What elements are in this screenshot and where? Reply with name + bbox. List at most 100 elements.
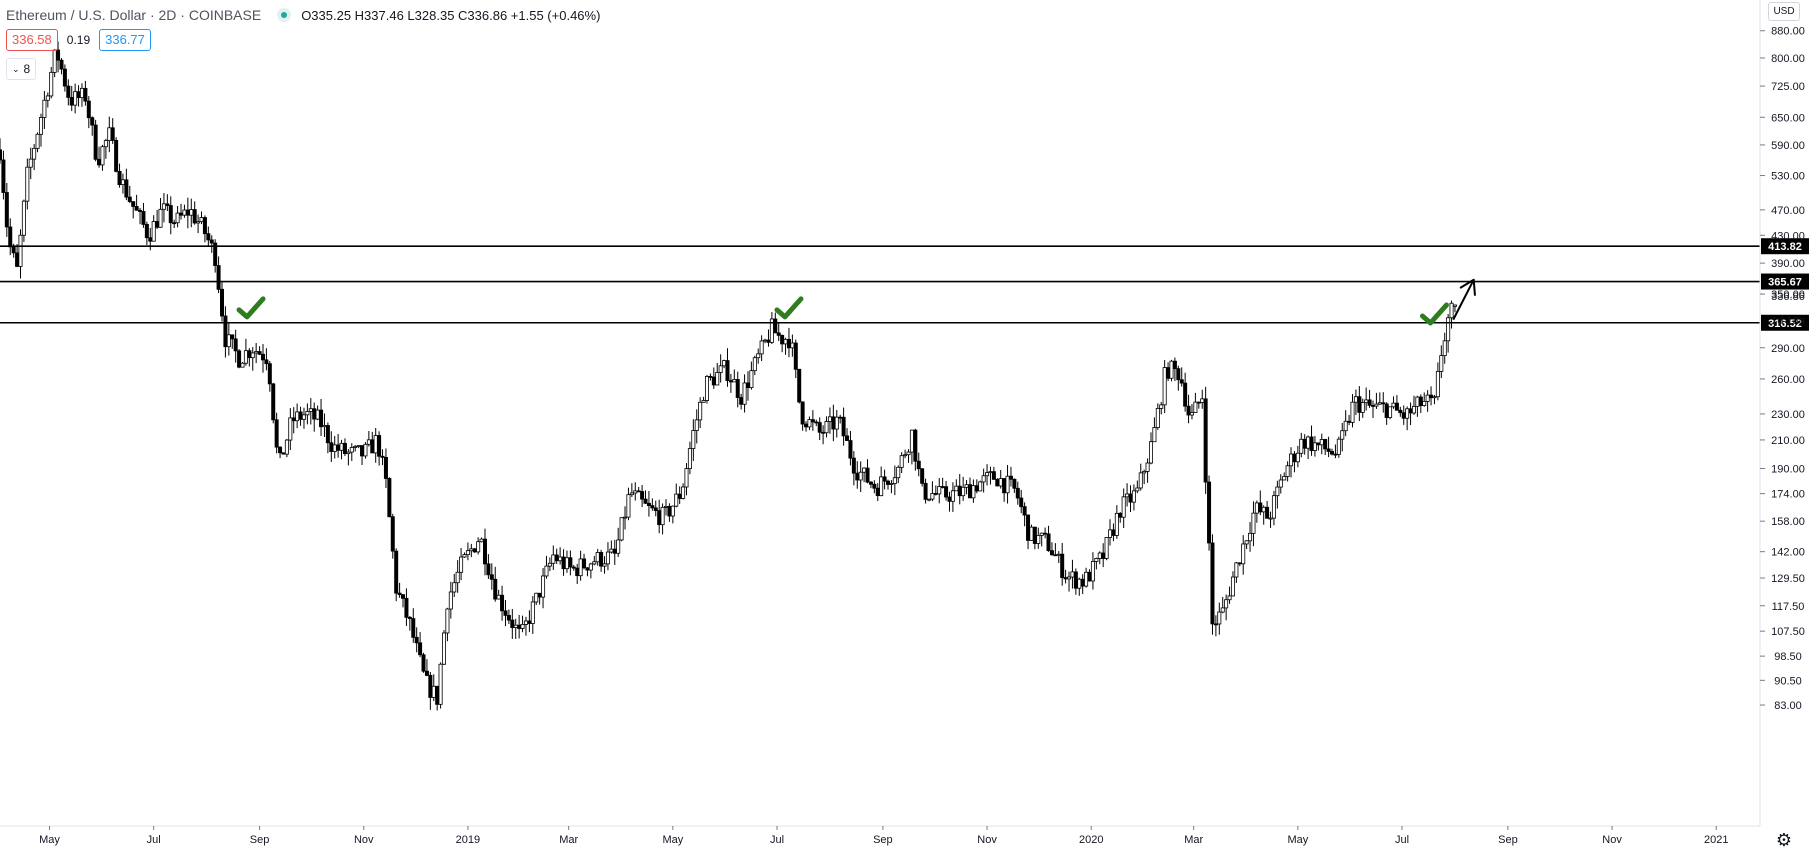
candle: [117, 163, 122, 188]
candle: [858, 461, 863, 493]
candle: [1063, 569, 1068, 584]
candle-body: [896, 466, 901, 479]
candle: [1183, 372, 1188, 412]
candle: [1005, 465, 1010, 504]
candle: [827, 407, 832, 434]
candle: [216, 256, 221, 294]
candle: [500, 585, 505, 621]
sell-button[interactable]: 336.58: [6, 29, 58, 51]
candle-body: [274, 419, 279, 448]
candle: [1278, 474, 1283, 494]
symbol-legend: Ethereum / U.S. Dollar · 2D · COINBASE O…: [6, 4, 600, 26]
candle: [493, 566, 498, 602]
candle-body: [831, 416, 836, 430]
candle-body: [1449, 302, 1454, 319]
candle: [575, 563, 580, 584]
candle: [862, 467, 867, 483]
price-tick-label: 83.00: [1774, 700, 1802, 712]
buy-button[interactable]: 336.77: [99, 29, 151, 51]
time-axis[interactable]: May Jul Sep Nov 2019 Mar May Jul Sep Nov 2020 Mar Ma…: [0, 825, 1760, 846]
candle: [243, 338, 248, 366]
candle: [674, 483, 679, 508]
price-axis[interactable]: 880.00 800.00 725.00 650.00 590.00 530.00 470.…: [1759, 0, 1805, 826]
candle: [141, 202, 146, 228]
candle-body: [1265, 506, 1270, 519]
candle-body: [1429, 394, 1434, 399]
candle-body: [442, 632, 447, 665]
candle: [390, 513, 395, 559]
candle-body: [745, 382, 750, 388]
candle: [967, 477, 972, 499]
candle: [571, 564, 576, 571]
candle-body: [793, 342, 798, 370]
candle-body: [814, 421, 819, 424]
candle: [1415, 395, 1420, 417]
candle-body: [930, 493, 935, 500]
candle-body: [455, 571, 460, 584]
candle: [1193, 392, 1198, 413]
candle-body: [472, 548, 477, 553]
indicators-toggle-button[interactable]: ⌄ 8: [6, 58, 37, 80]
candle-body: [1186, 405, 1191, 416]
candle-body: [623, 516, 628, 519]
candle-body: [448, 591, 453, 610]
candle: [520, 615, 525, 633]
candle-body: [1032, 526, 1037, 544]
candle: [1330, 448, 1335, 456]
candle: [694, 409, 699, 444]
candle-body: [530, 601, 535, 624]
candle: [1080, 574, 1085, 595]
candle: [899, 452, 904, 474]
candle: [708, 373, 713, 381]
time-tick-label: Mar: [1184, 834, 1203, 846]
candle-body: [69, 97, 74, 106]
candle: [1104, 536, 1109, 561]
candle-body: [496, 594, 501, 600]
symbol-title[interactable]: Ethereum / U.S. Dollar · 2D · COINBASE: [6, 7, 262, 23]
candle-body: [257, 351, 262, 355]
candle-body: [698, 401, 703, 421]
candle-body: [161, 203, 166, 210]
candle-body: [1108, 529, 1113, 538]
candle-body: [500, 594, 505, 612]
time-tick-label: May: [1287, 834, 1308, 846]
candle: [1097, 551, 1102, 565]
candle: [1452, 304, 1457, 313]
candle: [233, 329, 238, 363]
currency-button[interactable]: USD: [1768, 2, 1800, 21]
candle-body: [595, 552, 600, 563]
time-tick-label: Mar: [559, 834, 578, 846]
candle-body: [1408, 408, 1413, 414]
candle: [923, 478, 928, 504]
candle-body: [411, 618, 416, 638]
candle: [609, 540, 614, 554]
candle: [1012, 478, 1017, 493]
candle: [903, 449, 908, 459]
candle-body: [1271, 495, 1276, 519]
candle-body: [250, 352, 255, 359]
candle-body: [264, 359, 269, 365]
candle-body: [985, 472, 990, 477]
chevron-down-icon: ⌄: [12, 63, 20, 74]
gear-icon[interactable]: ⚙: [1775, 830, 1793, 850]
candle: [0, 138, 3, 164]
candle-body: [947, 496, 952, 502]
candle-body: [1121, 496, 1126, 518]
candle-body: [899, 455, 904, 468]
candle: [134, 194, 139, 211]
candle-body: [636, 490, 641, 493]
candle-body: [1391, 402, 1396, 408]
candle: [848, 430, 853, 466]
candle-body: [397, 592, 402, 596]
time-tick-label: 2020: [1079, 834, 1103, 846]
candle-body: [247, 350, 252, 359]
candle: [1244, 540, 1249, 550]
candle: [588, 562, 593, 579]
candle: [1230, 571, 1235, 597]
candle: [322, 413, 327, 438]
candle-body: [1097, 552, 1102, 559]
candle: [356, 445, 361, 449]
candle-body: [1172, 360, 1177, 370]
candle: [185, 197, 190, 229]
